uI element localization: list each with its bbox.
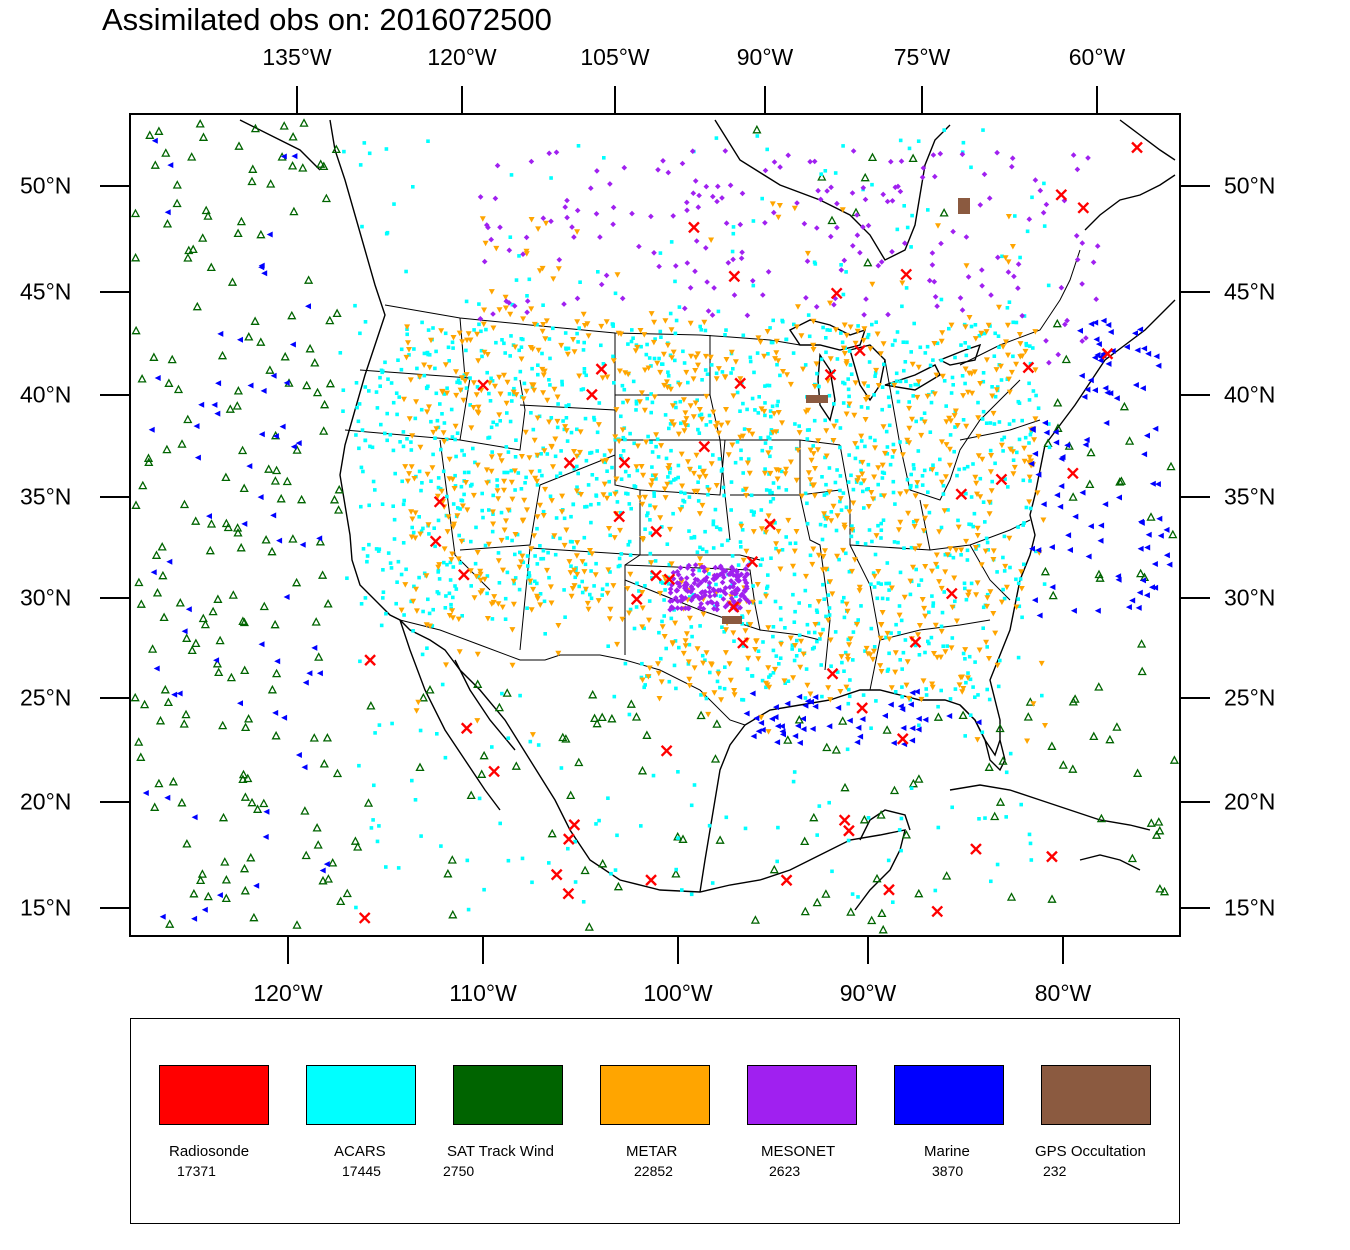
legend-item-radiosonde: Radiosonde 17371 <box>159 1019 299 1225</box>
legend-label: METAR <box>626 1143 678 1160</box>
legend-item-gps-occultation: GPS Occultation 232 <box>1035 1019 1181 1225</box>
lat-label-right: 15°N <box>1224 894 1276 921</box>
lat-label-right: 35°N <box>1224 483 1276 510</box>
lat-label-right: 20°N <box>1224 788 1276 815</box>
legend-swatch <box>600 1065 710 1125</box>
lat-label-left: 15°N <box>20 894 72 921</box>
axis-ticks <box>100 86 1210 964</box>
state-borders <box>344 249 1081 726</box>
legend-label: MESONET <box>761 1143 836 1160</box>
legend-item-metar: METAR 22852 <box>600 1019 740 1225</box>
legend: Radiosonde 17371 ACARS 17445 SAT Track W… <box>130 1018 1180 1224</box>
legend-count: 3870 <box>932 1163 964 1179</box>
lat-label-right: 30°N <box>1224 584 1276 611</box>
legend-label: Radiosonde <box>169 1143 250 1160</box>
lon-label-bottom: 90°W <box>839 980 897 1006</box>
legend-count: 232 <box>1043 1163 1067 1179</box>
legend-item-mesonet: MESONET 2623 <box>747 1019 887 1225</box>
lat-label-left: 50°N <box>20 172 72 199</box>
legend-swatch <box>1041 1065 1151 1125</box>
lon-label-bottom: 120°W <box>253 980 323 1006</box>
legend-label: SAT Track Wind <box>447 1143 554 1160</box>
map-title: Assimilated obs on: 2016072500 <box>102 2 552 37</box>
radiosonde-sites <box>358 141 1143 924</box>
legend-swatch <box>453 1065 563 1125</box>
legend-label: ACARS <box>334 1143 386 1160</box>
legend-item-marine: Marine 3870 <box>894 1019 1034 1225</box>
observation-map <box>100 86 1210 964</box>
legend-item-sat-track-wind: SAT Track Wind 2750 <box>443 1019 593 1225</box>
lat-label-left: 40°N <box>20 381 72 408</box>
legend-count: 2750 <box>443 1163 475 1179</box>
lat-label-right: 50°N <box>1224 172 1276 199</box>
lat-label-right: 45°N <box>1224 278 1276 305</box>
legend-count: 17445 <box>342 1163 381 1179</box>
legend-swatch <box>747 1065 857 1125</box>
legend-item-acars: ACARS 17445 <box>306 1019 446 1225</box>
lat-label-left: 35°N <box>20 483 72 510</box>
lat-label-right: 40°N <box>1224 381 1276 408</box>
lon-label-top: 60°W <box>1068 44 1126 70</box>
legend-label: GPS Occultation <box>1035 1143 1146 1160</box>
lon-label-top: 120°W <box>427 44 497 70</box>
legend-swatch <box>159 1065 269 1125</box>
lat-label-left: 25°N <box>20 684 72 711</box>
legend-count: 17371 <box>177 1163 216 1179</box>
lat-label-left: 30°N <box>20 584 72 611</box>
legend-swatch <box>306 1065 416 1125</box>
lat-label-left: 45°N <box>20 278 72 305</box>
observation-points <box>130 118 1179 934</box>
lon-label-top: 75°W <box>893 44 951 70</box>
legend-label: Marine <box>924 1143 970 1160</box>
lat-label-left: 20°N <box>20 788 72 815</box>
coastlines <box>239 119 1176 911</box>
lat-label-right: 25°N <box>1224 684 1276 711</box>
legend-count: 2623 <box>769 1163 801 1179</box>
lon-label-top: 90°W <box>736 44 794 70</box>
lon-label-bottom: 80°W <box>1034 980 1092 1006</box>
lon-label-bottom: 100°W <box>643 980 713 1006</box>
lon-label-top: 135°W <box>262 44 332 70</box>
legend-count: 22852 <box>634 1163 673 1179</box>
legend-swatch <box>894 1065 1004 1125</box>
lon-label-top: 105°W <box>580 44 650 70</box>
map-frame <box>129 113 1181 937</box>
lon-label-bottom: 110°W <box>449 980 517 1006</box>
